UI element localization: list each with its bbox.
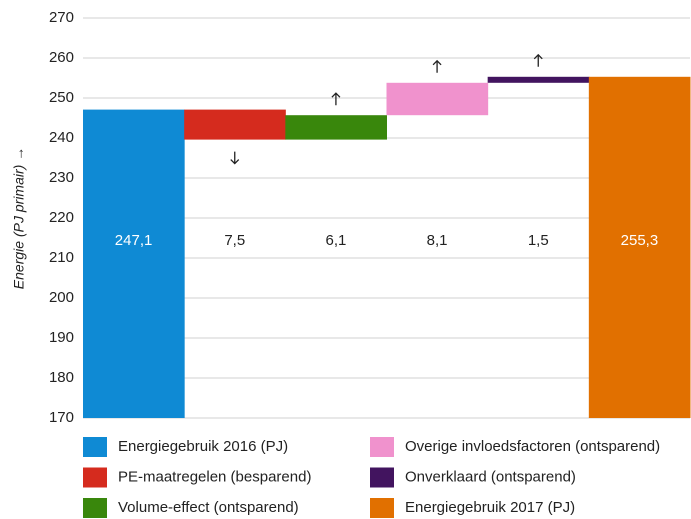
direction-arrow [331, 92, 341, 106]
value-label: 7,5 [224, 232, 245, 249]
y-tick-label: 230 [49, 169, 74, 186]
legend-swatch [83, 498, 107, 518]
direction-arrow [533, 53, 543, 67]
y-tick-label: 260 [49, 49, 74, 66]
legend-label: Energiegebruik 2017 (PJ) [405, 499, 575, 516]
y-tick-label: 250 [49, 89, 74, 106]
bar [386, 82, 489, 116]
bar [285, 115, 387, 140]
legend-swatch [370, 467, 394, 488]
legend-label: Volume-effect (ontsparend) [118, 499, 299, 516]
bar [588, 76, 691, 419]
y-axis-label: Energie (PJ primair) → [11, 147, 27, 289]
legend-label: Energiegebruik 2016 (PJ) [118, 438, 288, 455]
bar [83, 109, 185, 418]
bar [184, 109, 286, 140]
legend-label: PE-maatregelen (besparend) [118, 468, 311, 485]
y-tick-label: 200 [49, 289, 74, 306]
direction-arrow [432, 59, 442, 73]
legend-label: Overige invloedsfactoren (ontsparend) [405, 438, 660, 455]
value-label: 255,3 [621, 232, 659, 249]
y-tick-label: 210 [49, 249, 74, 266]
y-tick-label: 190 [49, 329, 74, 346]
y-tick-label: 170 [49, 409, 74, 426]
legend-label: Onverklaard (ontsparend) [405, 468, 576, 485]
legend-swatch [370, 498, 394, 518]
value-label: 247,1 [115, 232, 153, 249]
value-label: 1,5 [528, 232, 549, 249]
y-tick-label: 220 [49, 209, 74, 226]
y-tick-label: 270 [49, 9, 74, 26]
legend-swatch [83, 467, 107, 488]
legend-swatch [370, 437, 394, 457]
value-label: 6,1 [325, 232, 346, 249]
direction-arrow [230, 151, 240, 165]
legend-swatch [83, 437, 107, 457]
value-label: 8,1 [427, 232, 448, 249]
bar [487, 76, 590, 83]
y-tick-label: 240 [49, 129, 74, 146]
y-tick-label: 180 [49, 369, 74, 386]
